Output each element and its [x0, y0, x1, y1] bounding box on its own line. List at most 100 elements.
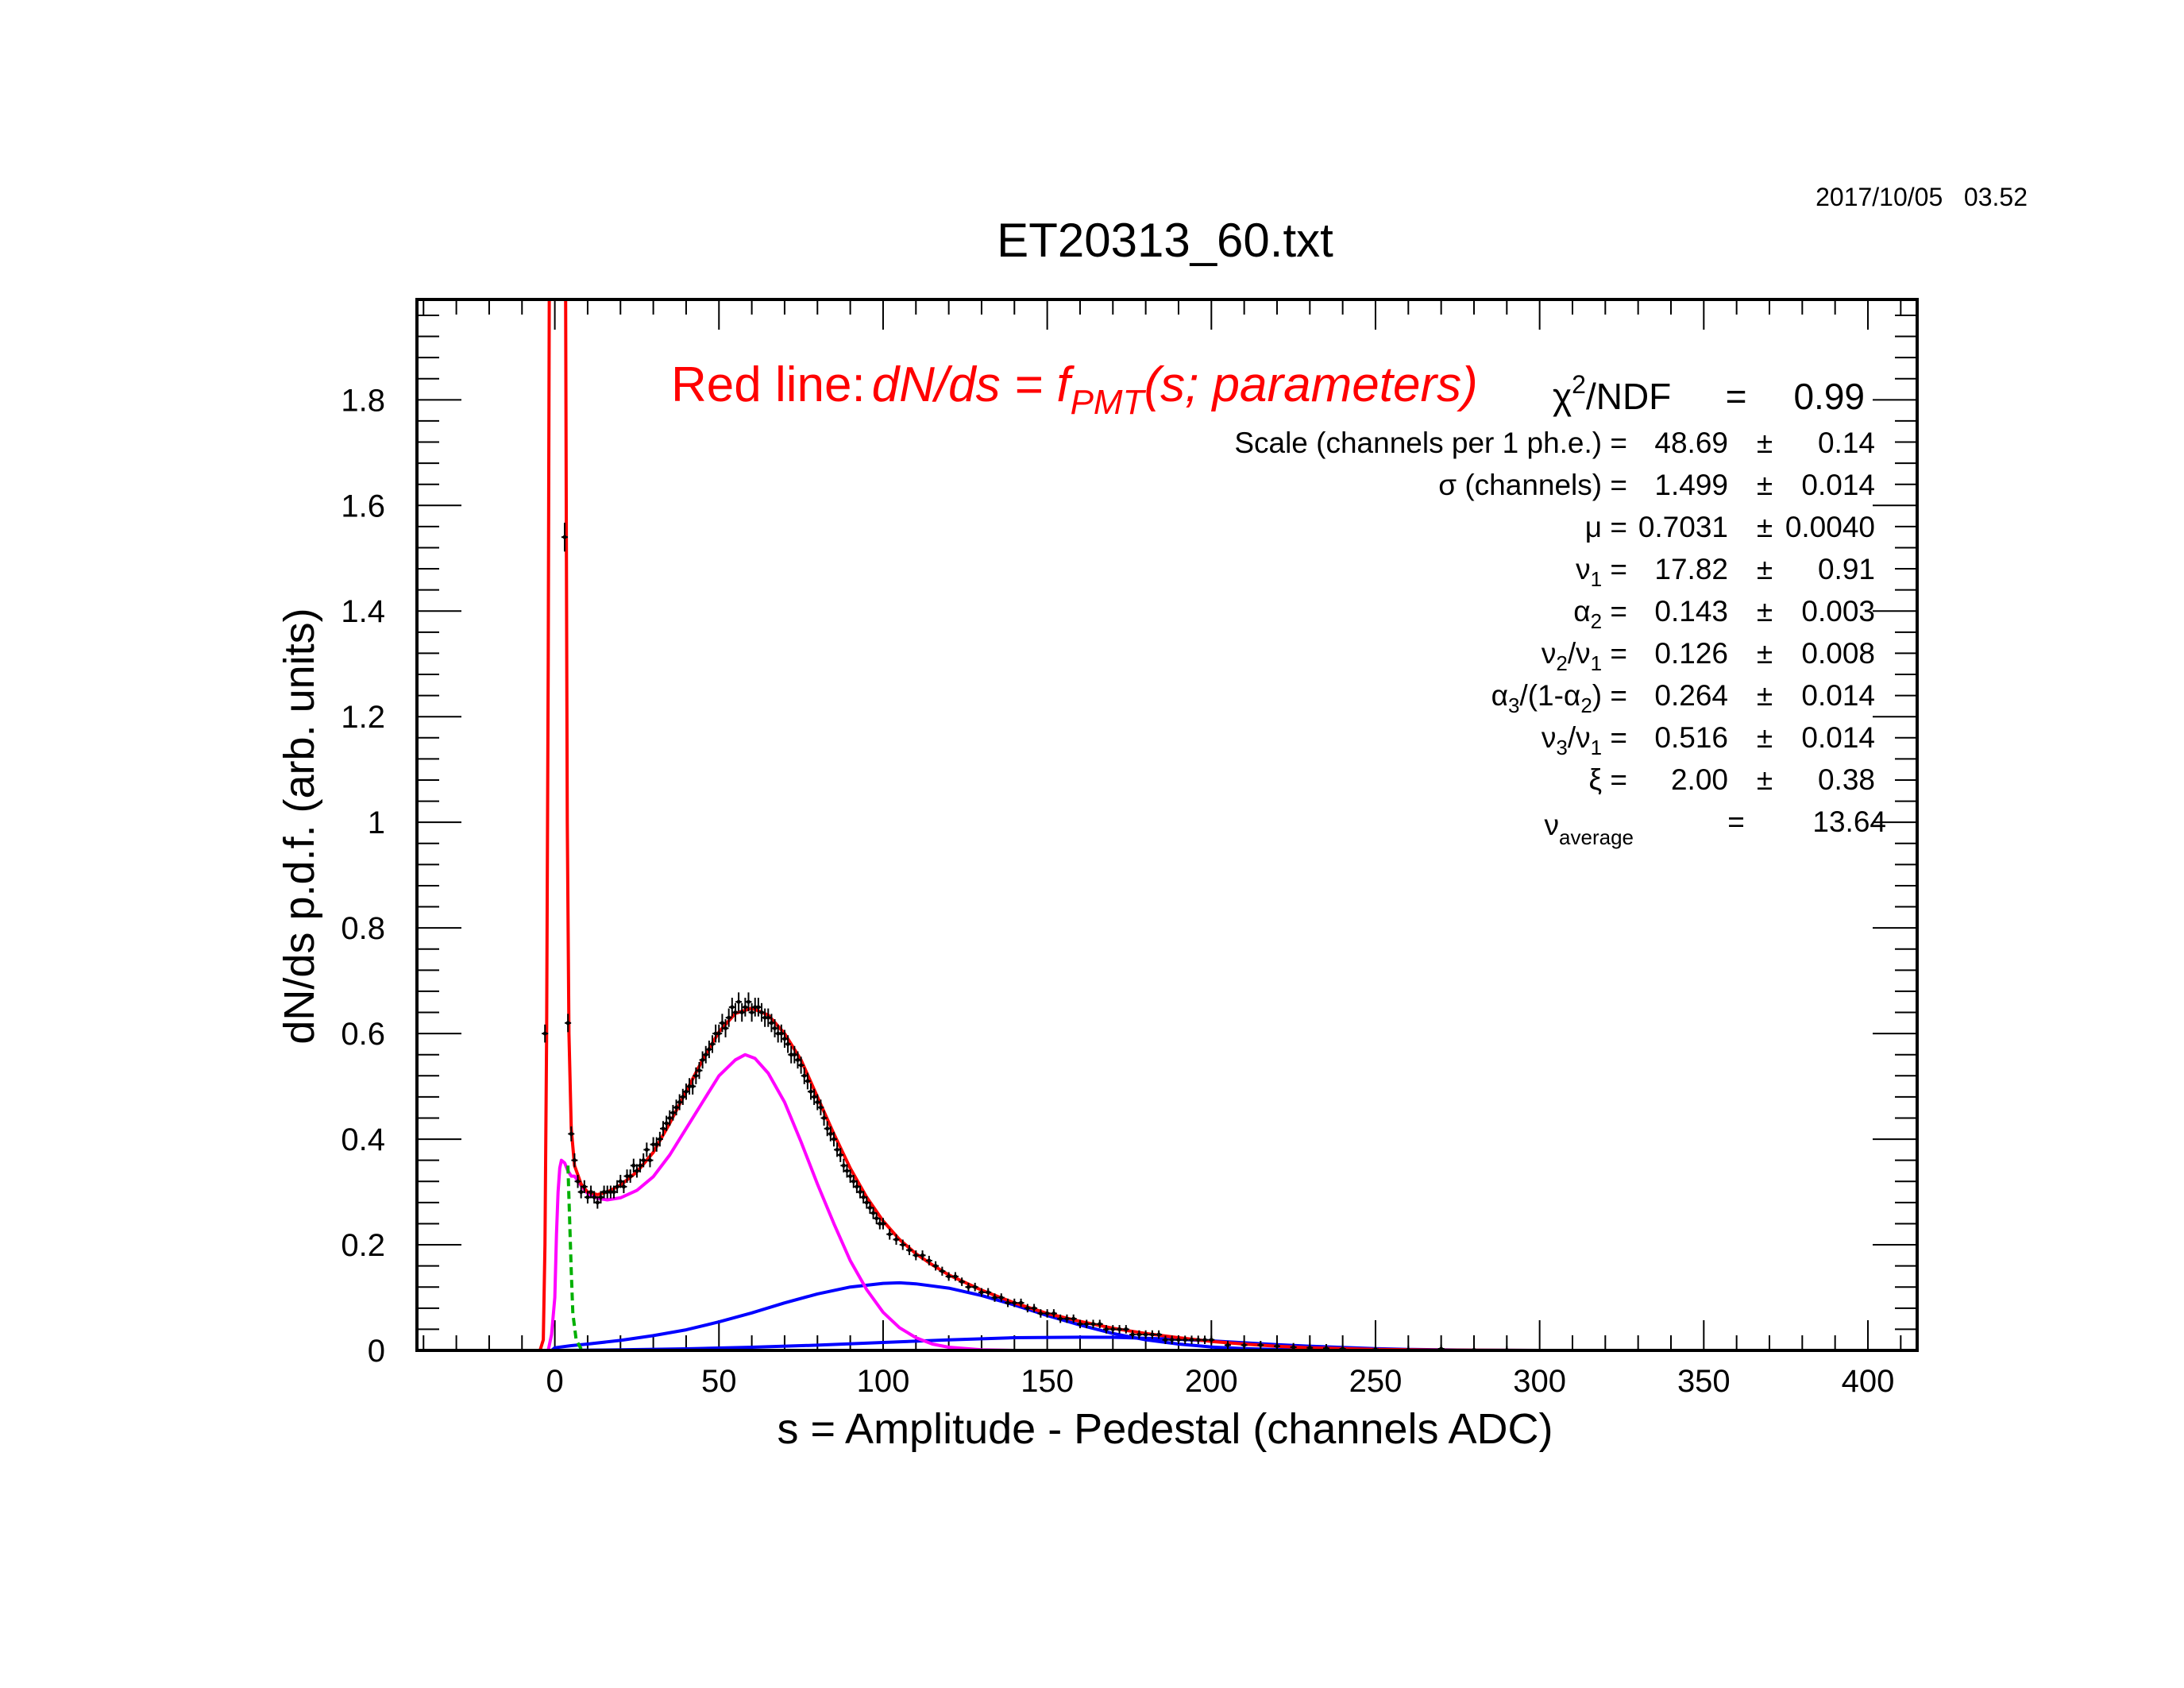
data-point	[1083, 1319, 1090, 1329]
data-point	[785, 1035, 792, 1053]
svg-text:χ2/NDF: χ2/NDF	[1553, 370, 1671, 417]
data-point	[1241, 1341, 1248, 1350]
data-point	[913, 1250, 920, 1261]
data-point	[791, 1045, 798, 1064]
average-eq: =	[1727, 805, 1745, 838]
data-point	[1096, 1319, 1103, 1329]
data-point	[978, 1288, 985, 1297]
y-axis-label: dN/ds p.d.f. (arb. units)	[276, 608, 323, 1044]
fit-param-row: ν3/ν1 = 0.516 ±0.014	[1542, 721, 1875, 759]
data-point	[919, 1250, 926, 1261]
data-point	[870, 1207, 877, 1219]
legend-args: (s; parameters)	[1144, 357, 1477, 412]
data-points	[542, 523, 1511, 1350]
data-point	[971, 1282, 978, 1292]
param-label: Scale (channels per 1 ph.e.) =	[1234, 427, 1627, 459]
data-point	[1050, 1309, 1057, 1318]
data-point	[1076, 1319, 1083, 1329]
data-point	[1109, 1325, 1117, 1334]
data-point	[847, 1169, 854, 1184]
data-point	[860, 1191, 867, 1204]
fit-param-row: σ (channels) = 1.499 ±0.014	[1438, 469, 1875, 501]
data-point	[640, 1153, 647, 1168]
data-point	[899, 1239, 906, 1250]
y-tick-label: 0.8	[341, 911, 385, 946]
y-tick-label: 0.2	[341, 1228, 385, 1263]
data-point	[1011, 1298, 1018, 1308]
data-point	[722, 1019, 729, 1037]
average-value: 13.64	[1812, 805, 1886, 838]
data-point	[771, 1019, 778, 1037]
data-point	[1136, 1330, 1143, 1339]
data-point	[627, 1169, 634, 1184]
data-point	[663, 1115, 670, 1131]
data-point	[669, 1105, 677, 1121]
data-point	[719, 1014, 726, 1033]
timestamp: 2017/10/05 03.52	[1815, 183, 2028, 211]
data-point	[611, 1185, 618, 1199]
data-point	[1129, 1330, 1136, 1339]
fit-param-row: α3/(1-α2) = 0.264 ±0.014	[1491, 679, 1875, 717]
fit-param-row: ν1 = 17.82 ±0.91	[1576, 553, 1875, 591]
data-point	[594, 1196, 601, 1209]
data-point	[1257, 1341, 1264, 1350]
param-error: 0.38	[1818, 763, 1875, 796]
data-point	[584, 1191, 591, 1204]
chi2-eq: =	[1726, 376, 1747, 417]
data-point	[679, 1088, 686, 1106]
param-label: α2 =	[1573, 595, 1627, 633]
data-point	[620, 1180, 627, 1194]
data-point	[702, 1045, 709, 1064]
data-point	[1188, 1335, 1195, 1345]
y-tick-label: 1	[368, 805, 385, 840]
data-point	[696, 1061, 703, 1080]
data-point	[709, 1035, 716, 1053]
param-label: ν3/ν1 =	[1542, 721, 1627, 759]
data-point	[725, 1008, 732, 1027]
data-point	[1116, 1325, 1123, 1334]
data-point	[925, 1255, 932, 1266]
fit-parameters: Scale (channels per 1 ph.e.) = 48.69 ±0.14…	[1234, 427, 1886, 849]
data-point	[1024, 1304, 1031, 1313]
data-point	[646, 1153, 654, 1168]
data-point	[630, 1158, 637, 1172]
x-tick-label: 0	[546, 1364, 563, 1399]
data-point	[1103, 1325, 1110, 1334]
param-error: 0.014	[1801, 679, 1875, 712]
fit-param-average: νaverage = 13.64	[1545, 805, 1886, 849]
data-point	[614, 1180, 621, 1194]
data-point	[1063, 1314, 1071, 1323]
data-point	[991, 1293, 998, 1302]
data-point	[820, 1110, 828, 1126]
data-point	[837, 1148, 844, 1162]
data-point	[1224, 1341, 1231, 1350]
data-point	[1306, 1343, 1314, 1350]
param-value: 1.499	[1654, 469, 1728, 501]
param-label: σ (channels) =	[1438, 469, 1627, 501]
fit-param-row: Scale (channels per 1 ph.e.) = 48.69 ±0.14	[1234, 427, 1875, 459]
fit-param-row: μ = 0.7031 ±0.0040	[1585, 511, 1875, 543]
data-point	[617, 1174, 624, 1188]
data-point	[577, 1185, 585, 1199]
x-tick-label: 400	[1842, 1364, 1895, 1399]
data-point	[781, 1029, 788, 1048]
param-error: 0.014	[1801, 721, 1875, 754]
data-point	[1175, 1335, 1182, 1345]
param-label: ν2/ν1 =	[1542, 637, 1627, 675]
fit-curve	[550, 1280, 1409, 1350]
legend-main: Red line:	[671, 357, 866, 412]
data-point	[801, 1067, 808, 1084]
data-point	[1194, 1335, 1202, 1345]
x-tick-label: 50	[701, 1364, 737, 1399]
data-point	[591, 1191, 598, 1204]
data-point	[597, 1191, 604, 1204]
data-point	[568, 1126, 575, 1141]
param-value: 0.143	[1654, 595, 1728, 628]
data-point	[1156, 1330, 1163, 1339]
data-point	[728, 998, 735, 1017]
param-pm: ±	[1757, 763, 1773, 796]
data-point	[693, 1067, 700, 1084]
data-point	[797, 1056, 805, 1074]
data-point	[673, 1099, 680, 1116]
data-point	[850, 1174, 857, 1188]
